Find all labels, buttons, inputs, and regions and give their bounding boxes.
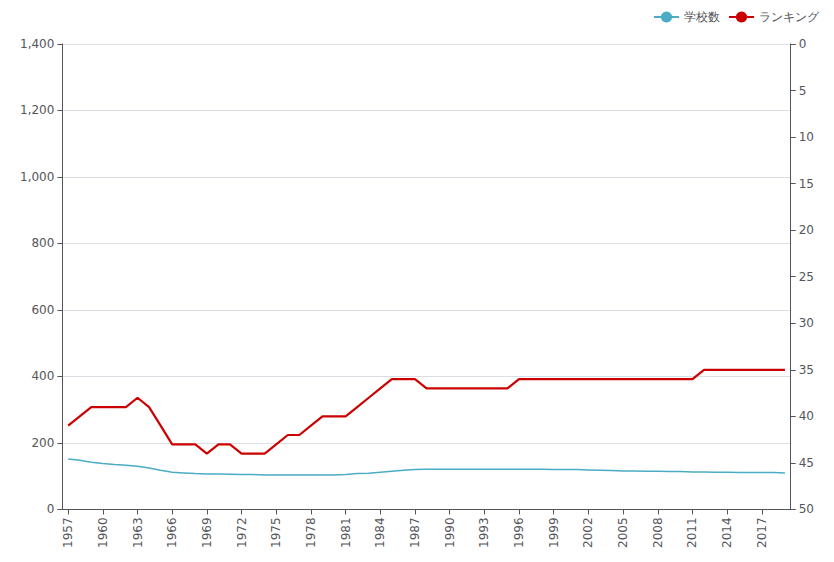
svg-text:2008: 2008 <box>651 517 665 548</box>
svg-text:1960: 1960 <box>96 517 110 548</box>
svg-text:1963: 1963 <box>131 517 145 548</box>
svg-text:1981: 1981 <box>339 517 353 548</box>
svg-text:0: 0 <box>799 37 807 51</box>
svg-text:25: 25 <box>799 270 814 284</box>
svg-text:1990: 1990 <box>443 517 457 548</box>
svg-text:0: 0 <box>47 502 55 516</box>
svg-text:2005: 2005 <box>616 517 630 548</box>
svg-text:50: 50 <box>799 502 814 516</box>
svg-text:1978: 1978 <box>304 517 318 548</box>
svg-text:600: 600 <box>31 303 54 317</box>
svg-text:2014: 2014 <box>720 517 734 548</box>
svg-text:2002: 2002 <box>581 517 595 548</box>
svg-text:2011: 2011 <box>685 517 699 548</box>
svg-text:学校数: 学校数 <box>684 10 720 24</box>
svg-text:40: 40 <box>799 409 814 423</box>
svg-text:30: 30 <box>799 316 814 330</box>
svg-text:800: 800 <box>31 236 54 250</box>
svg-text:20: 20 <box>799 223 814 237</box>
svg-text:400: 400 <box>31 369 54 383</box>
svg-text:1999: 1999 <box>547 517 561 548</box>
svg-text:1987: 1987 <box>408 517 422 548</box>
svg-text:5: 5 <box>799 84 807 98</box>
svg-text:1996: 1996 <box>512 517 526 548</box>
svg-text:ランキング: ランキング <box>759 10 820 24</box>
svg-text:1975: 1975 <box>269 517 283 548</box>
svg-text:200: 200 <box>31 436 54 450</box>
svg-text:1,400: 1,400 <box>20 37 54 51</box>
svg-text:1984: 1984 <box>373 517 387 548</box>
svg-text:2017: 2017 <box>755 517 769 548</box>
svg-text:1972: 1972 <box>235 517 249 548</box>
svg-text:1957: 1957 <box>61 517 75 548</box>
svg-text:10: 10 <box>799 130 814 144</box>
svg-text:45: 45 <box>799 456 814 470</box>
svg-text:15: 15 <box>799 177 814 191</box>
svg-text:1969: 1969 <box>200 517 214 548</box>
svg-text:1,200: 1,200 <box>20 103 54 117</box>
svg-text:1966: 1966 <box>165 517 179 548</box>
svg-text:1993: 1993 <box>477 517 491 548</box>
svg-text:35: 35 <box>799 363 814 377</box>
svg-text:1,000: 1,000 <box>20 170 54 184</box>
